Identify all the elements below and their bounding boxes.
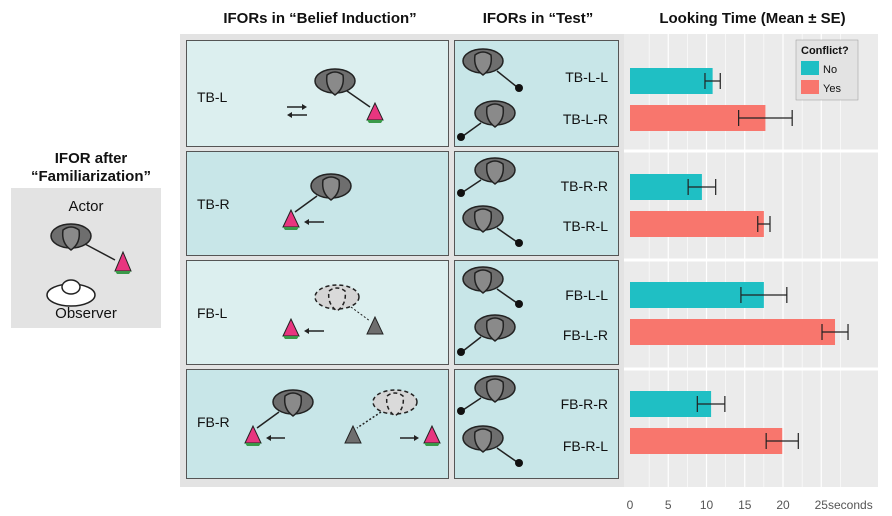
test-panel-tb-l: TB-L-L TB-L-R bbox=[454, 40, 619, 147]
x-tick-label: 5 bbox=[665, 498, 672, 512]
x-axis-label: seconds bbox=[828, 498, 873, 512]
looking-time-chart: 0 5 10 15 20 25 seconds Conflict? No Yes bbox=[624, 34, 878, 512]
side-title-line2: “Familiarization” bbox=[30, 168, 152, 185]
belief-panel-tb-l: TB-L bbox=[186, 40, 449, 147]
belief-label: FB-R bbox=[197, 414, 230, 430]
test-label: TB-R-L bbox=[562, 218, 608, 234]
test-panel-fb-l: FB-L-L FB-L-R bbox=[454, 260, 619, 365]
legend-swatch-no bbox=[801, 61, 819, 75]
legend: Conflict? No Yes bbox=[795, 39, 859, 101]
test-figure bbox=[457, 266, 523, 356]
error-bar-fb-l-r bbox=[821, 324, 849, 340]
x-tick-label: 15 bbox=[738, 498, 752, 512]
test-label: TB-L-L bbox=[565, 69, 608, 85]
belief-label: FB-L bbox=[197, 305, 228, 321]
error-bar-tb-r-l bbox=[757, 216, 771, 232]
actor-label: Actor bbox=[68, 198, 104, 215]
side-title-line1: IFOR after bbox=[54, 150, 128, 167]
error-bar-tb-l-r bbox=[738, 110, 793, 126]
legend-swatch-yes bbox=[801, 80, 819, 94]
error-bar-tb-l-l bbox=[704, 73, 721, 89]
test-label: TB-R-R bbox=[560, 178, 608, 194]
test-figure bbox=[457, 48, 523, 141]
belief-figure bbox=[244, 389, 441, 446]
belief-figure bbox=[287, 68, 384, 123]
legend-label-no: No bbox=[823, 64, 837, 76]
familiarization-box: Actor Observer bbox=[11, 188, 161, 328]
test-label: FB-R-R bbox=[560, 396, 608, 412]
test-label: FB-L-L bbox=[565, 287, 608, 303]
test-label: FB-R-L bbox=[562, 438, 608, 454]
bars bbox=[630, 68, 849, 454]
x-tick-label: 25 bbox=[815, 498, 829, 512]
error-bar-fb-r-l bbox=[765, 433, 799, 449]
test-figure bbox=[457, 157, 523, 247]
error-bar-fb-r-r bbox=[696, 396, 726, 412]
legend-label-yes: Yes bbox=[823, 83, 841, 95]
test-panel-tb-r: TB-R-R TB-R-L bbox=[454, 151, 619, 256]
error-bar-tb-r-r bbox=[687, 179, 717, 195]
x-tick-label: 10 bbox=[700, 498, 714, 512]
x-ticks: 0 5 10 15 20 25 bbox=[627, 498, 829, 512]
belief-label: TB-R bbox=[197, 196, 230, 212]
belief-label: TB-L bbox=[197, 89, 228, 105]
test-label: FB-L-R bbox=[562, 327, 608, 343]
header-belief-induction: IFORs in “Belief Induction” bbox=[223, 10, 417, 27]
observer-label: Observer bbox=[55, 305, 117, 322]
familiarization-figure bbox=[46, 223, 132, 307]
belief-figure bbox=[282, 284, 384, 339]
bar-tb-r-l bbox=[630, 211, 764, 237]
belief-panel-fb-l: FB-L bbox=[186, 260, 449, 365]
error-bar-fb-l-l bbox=[740, 287, 788, 303]
test-panel-fb-r: FB-R-R FB-R-L bbox=[454, 369, 619, 479]
bar-fb-l-r bbox=[630, 319, 836, 345]
test-label: TB-L-R bbox=[562, 111, 608, 127]
belief-panel-tb-r: TB-R bbox=[186, 151, 449, 256]
side-title: IFOR after “Familiarization” bbox=[0, 150, 182, 186]
x-tick-label: 20 bbox=[776, 498, 790, 512]
header-test: IFORs in “Test” bbox=[482, 10, 594, 27]
belief-panel-fb-r: FB-R bbox=[186, 369, 449, 479]
bar-fb-r-l bbox=[630, 428, 783, 454]
test-figure bbox=[457, 375, 523, 467]
header-looking-time: Looking Time (Mean ± SE) bbox=[659, 10, 846, 27]
bar-tb-l-l bbox=[630, 68, 713, 94]
legend-title: Conflict? bbox=[801, 45, 849, 57]
x-tick-label: 0 bbox=[627, 498, 634, 512]
belief-figure bbox=[282, 173, 352, 230]
